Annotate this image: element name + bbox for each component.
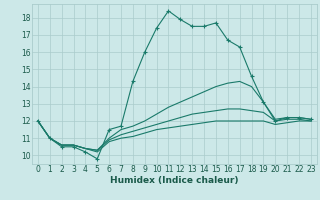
X-axis label: Humidex (Indice chaleur): Humidex (Indice chaleur)	[110, 176, 239, 185]
